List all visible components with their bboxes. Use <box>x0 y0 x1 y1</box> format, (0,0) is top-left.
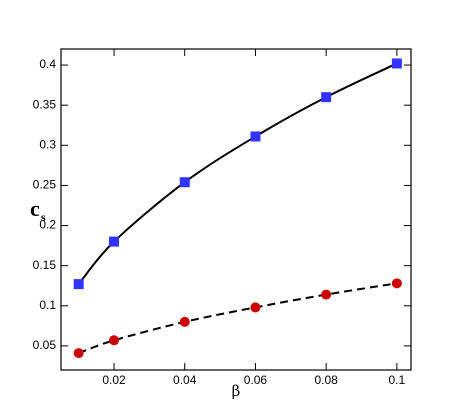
x-tick-label: 0.06 <box>244 373 268 387</box>
marker <box>321 289 332 300</box>
x-tick-label: 0.04 <box>173 373 197 387</box>
y-tick-label: 0.1 <box>39 298 56 312</box>
y-tick-label: 0.35 <box>33 97 57 111</box>
x-axis-label: β <box>232 382 241 400</box>
marker <box>73 279 84 290</box>
series-line <box>78 282 398 355</box>
marker <box>391 58 402 69</box>
y-tick-label: 0.3 <box>39 137 56 151</box>
marker <box>250 302 261 313</box>
x-tick-label: 0.08 <box>314 373 338 387</box>
plot-frame <box>60 48 412 371</box>
y-tick-label: 0.4 <box>39 57 56 71</box>
series-line <box>77 62 398 285</box>
marker <box>321 92 332 103</box>
y-tick-label: 0.05 <box>33 338 57 352</box>
marker <box>179 177 190 188</box>
y-axis-label-sub: s <box>41 210 46 224</box>
marker <box>109 335 120 346</box>
marker <box>109 236 120 247</box>
y-tick-label: 0.2 <box>39 218 56 232</box>
x-tick-label: 0.1 <box>389 373 406 387</box>
y-tick-label: 0.15 <box>33 258 57 272</box>
y-axis-label: c <box>30 196 40 221</box>
marker <box>73 348 84 359</box>
marker <box>179 316 190 327</box>
marker <box>391 278 402 289</box>
x-tick-label: 0.02 <box>102 373 126 387</box>
marker <box>250 131 261 142</box>
y-tick-label: 0.25 <box>33 178 57 192</box>
